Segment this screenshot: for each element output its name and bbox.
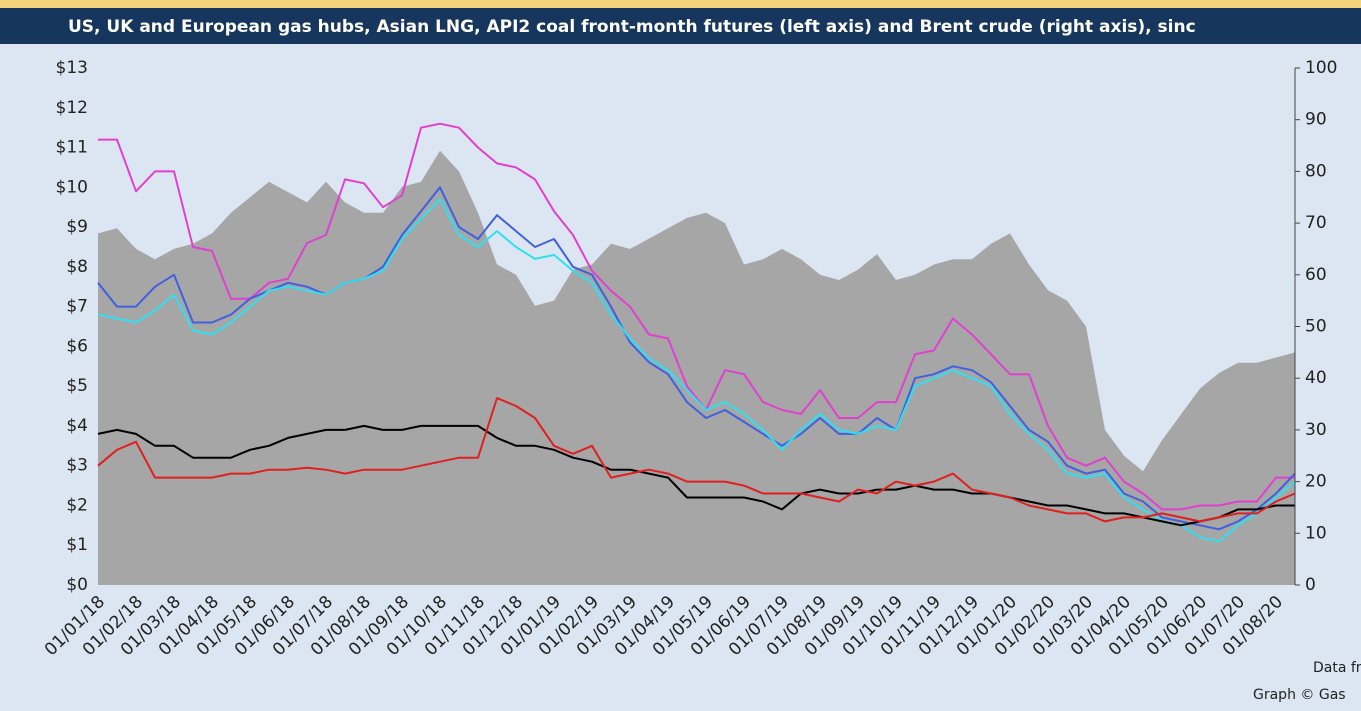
top-strip [0, 0, 1361, 8]
title-bar [0, 8, 1361, 44]
y-tick-label: $10 [56, 177, 88, 197]
y2-tick-label: 10 [1305, 523, 1327, 543]
y2-tick-label: 20 [1305, 472, 1327, 492]
y-tick-label: $9 [66, 217, 88, 237]
y-tick-label: $3 [66, 456, 88, 476]
y-tick-label: $5 [66, 376, 88, 396]
line [98, 122, 1295, 511]
y-tick-label: $11 [56, 138, 88, 158]
y-tick-label: $2 [66, 495, 88, 515]
y2-tick-label: 0 [1305, 575, 1316, 595]
y-tick-label: $7 [66, 297, 88, 317]
line [97, 397, 1296, 523]
y2-tick-label: 40 [1305, 368, 1327, 388]
y2-tick-label: 80 [1305, 161, 1327, 181]
y-tick-label: $12 [56, 98, 88, 118]
y2-tick-label: 90 [1305, 110, 1327, 130]
y-tick-label: $8 [66, 257, 88, 277]
line [97, 424, 1295, 527]
y-tick-label: $4 [66, 416, 88, 436]
y2-tick-label: 70 [1305, 213, 1327, 233]
y2-tick-label: 50 [1305, 317, 1327, 337]
y-tick-label: $0 [66, 575, 88, 595]
y-tick-label: $1 [66, 535, 88, 555]
y2-tick-label: 30 [1305, 420, 1327, 440]
y2-tick-label: 60 [1305, 265, 1327, 285]
chart-title: US, UK and European gas hubs, Asian LNG,… [68, 17, 1196, 37]
credit-note: Graph © Gas [1253, 687, 1346, 703]
y-tick-label: $13 [56, 58, 88, 78]
line [97, 198, 1296, 543]
y-tick-label: $6 [66, 336, 88, 356]
area [98, 150, 1295, 585]
source-note: Data fro [1313, 660, 1361, 676]
y2-tick-label: 100 [1305, 58, 1337, 78]
line [97, 186, 1296, 531]
